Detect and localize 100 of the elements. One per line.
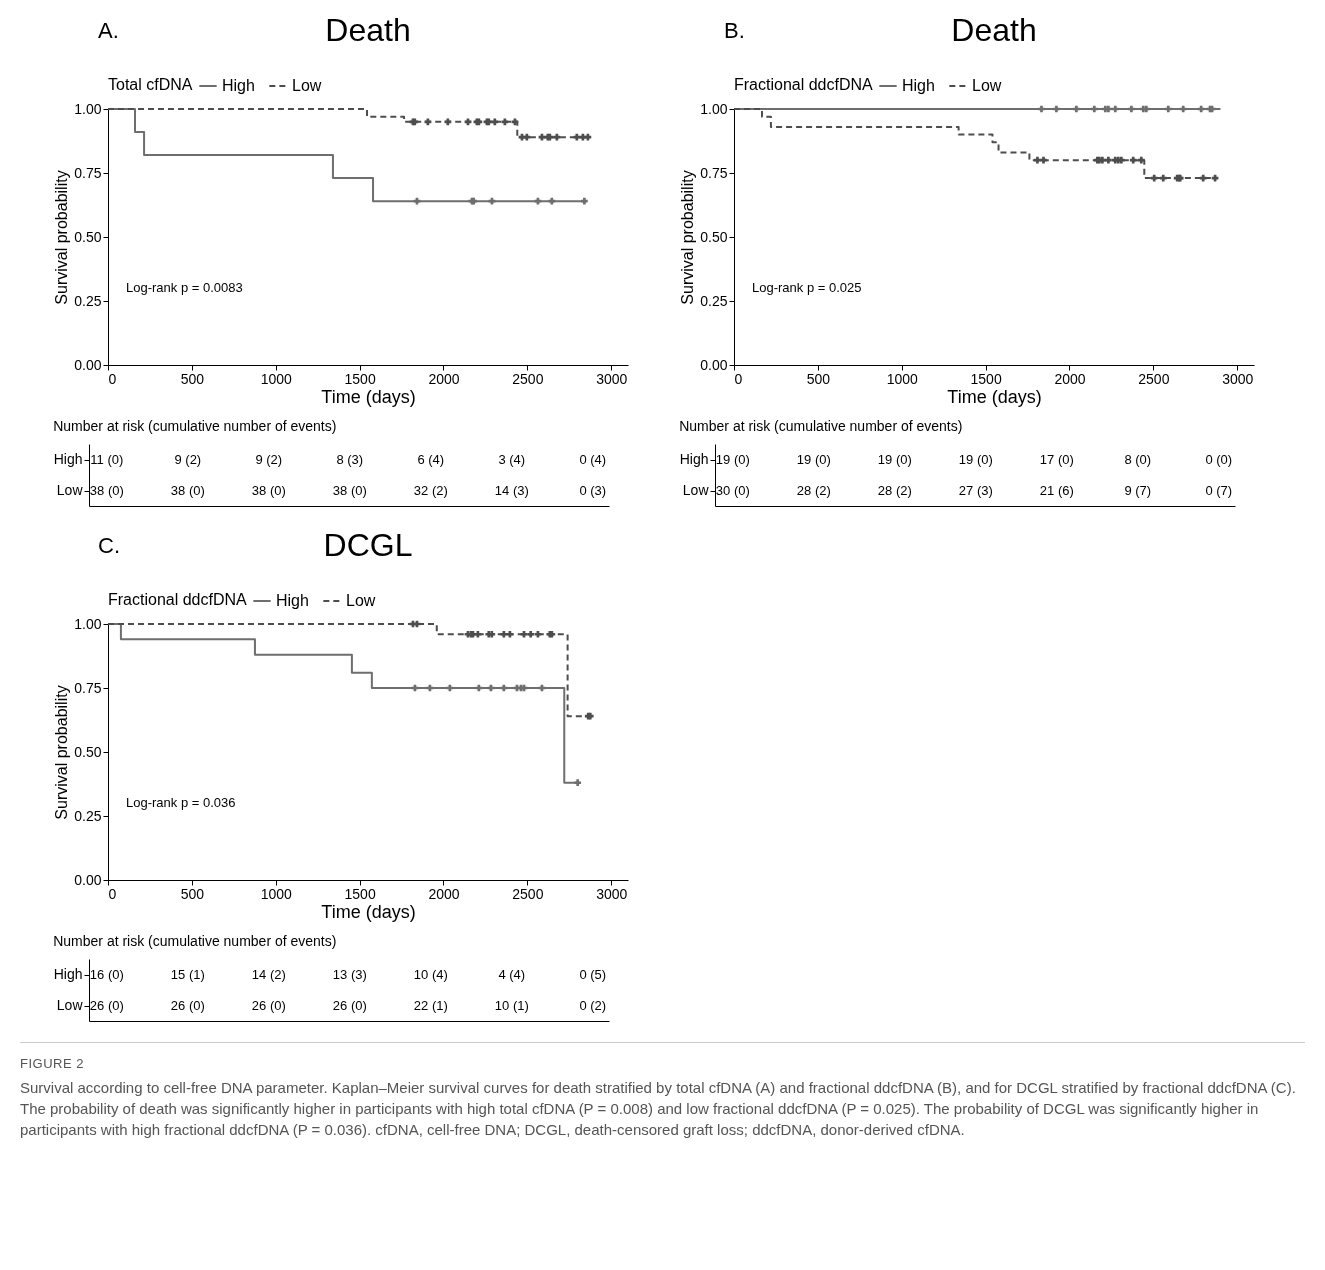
text: C.: [98, 533, 120, 558]
text: 22 (1): [413, 997, 448, 1013]
text: 9 (2): [255, 451, 283, 467]
text: 10 (1): [494, 997, 529, 1013]
y-tick-label: 0.25: [700, 292, 728, 309]
x-tick-label: 2000: [428, 370, 460, 387]
text: 8 (3): [336, 451, 364, 467]
y-tick-label: 0.25: [74, 292, 102, 309]
x-tick-label: 1500: [970, 370, 1002, 387]
text: 38 (0): [89, 482, 124, 498]
y-tick-label: 0.50: [74, 743, 102, 760]
text: 6 (4): [417, 451, 445, 467]
text: 0 (0): [1205, 451, 1233, 467]
text: 9 (2): [174, 451, 202, 467]
text: 32 (2): [413, 482, 448, 498]
text: Survival according to cell-free DNA parameter. Kaplan–Meier survival curves for death stratified by total cfDNA (A) and fractional ddcfDNA (B), and for DCGL stratified by fractional ddcfDNA (C). The probability of death was significantly higher in participants with high total cfDNA (P = 0.008) and low fractional ddcfDNA (P = 0.025). The probability of DCGL was significantly higher in participants with high fractional ddcfDNA (P = 0.036). cfDNA, cell-free DNA; DCGL, death-censored graft loss; ddcfDNA, donor-derived cfDNA.: [20, 1078, 1297, 1141]
text: 19 (0): [796, 451, 831, 467]
legend-label: High: [222, 77, 255, 94]
x-tick-label: 500: [806, 370, 831, 387]
text: 19 (0): [877, 451, 912, 467]
x-tick-label: 0: [734, 370, 743, 387]
text: 15 (1): [170, 966, 205, 982]
legend-label: High: [276, 592, 309, 609]
y-tick-label: 0.75: [74, 679, 102, 696]
category-label: High: [53, 966, 83, 982]
x-tick-label: 2500: [1138, 370, 1170, 387]
text: 28 (2): [796, 482, 831, 498]
text: 38 (0): [251, 482, 286, 498]
x-tick-label: 500: [180, 370, 205, 387]
text: 19 (0): [958, 451, 993, 467]
x-tick-label: 1000: [260, 370, 293, 387]
category-label: High: [679, 451, 709, 467]
text: 16 (0): [89, 966, 124, 982]
text: 17 (0): [1039, 451, 1074, 467]
text: 13 (3): [332, 966, 367, 982]
legend-label: High: [902, 77, 935, 94]
y-tick-label: 0.00: [74, 871, 102, 888]
chart-title: Death: [951, 12, 1037, 48]
legend-label: Low: [292, 77, 322, 94]
x-tick-label: 0: [108, 885, 117, 902]
text: B.: [724, 18, 745, 43]
text: 0 (7): [1205, 482, 1233, 498]
y-axis-title: Survival probability: [53, 170, 71, 305]
category-label: High: [53, 451, 83, 467]
legend-title: Fractional ddcfDNA: [108, 591, 248, 608]
text: 21 (6): [1039, 482, 1074, 498]
x-tick-label: 3000: [1222, 370, 1254, 387]
legend-title: Total cfDNA: [108, 76, 193, 93]
x-tick-label: 2000: [1054, 370, 1086, 387]
annotation: Log-rank p = 0.025: [752, 280, 862, 296]
text: 38 (0): [332, 482, 367, 498]
y-tick-label: 0.25: [74, 807, 102, 824]
text: 0 (4): [579, 451, 607, 467]
y-tick-label: 0.00: [700, 356, 728, 373]
text: Number at risk (cumulative number of events): [53, 418, 337, 434]
x-tick-label: 2000: [428, 885, 460, 902]
annotation: Log-rank p = 0.0083: [126, 280, 243, 296]
text: 19 (0): [715, 451, 750, 467]
text: 28 (2): [877, 482, 912, 498]
chart-title: Death: [325, 12, 411, 48]
annotation: Log-rank p = 0.036: [126, 795, 236, 811]
x-tick-label: 2500: [512, 370, 544, 387]
text: 0 (3): [579, 482, 607, 498]
x-tick-label: 3000: [596, 370, 628, 387]
y-tick-label: 0.75: [74, 164, 102, 181]
legend-label: Low: [346, 592, 376, 609]
x-tick-label: 1500: [344, 370, 376, 387]
chart-title: DCGL: [323, 527, 413, 563]
y-tick-label: 0.50: [700, 228, 728, 245]
x-tick-label: 1000: [886, 370, 919, 387]
y-tick-label: 1.00: [74, 100, 102, 117]
text: 0 (2): [579, 997, 607, 1013]
text: Number at risk (cumulative number of events): [53, 933, 337, 949]
y-tick-label: 1.00: [74, 615, 102, 632]
text: 26 (0): [332, 997, 367, 1013]
category-label: Low: [56, 482, 83, 498]
text: 8 (0): [1124, 451, 1152, 467]
x-tick-label: 3000: [596, 885, 628, 902]
text: 26 (0): [251, 997, 286, 1013]
y-tick-label: 0.50: [74, 228, 102, 245]
text: 38 (0): [170, 482, 205, 498]
category-label: Low: [56, 997, 83, 1013]
legend-title: Fractional ddcfDNA: [734, 76, 874, 93]
y-tick-label: 1.00: [700, 100, 728, 117]
text: 26 (0): [170, 997, 205, 1013]
text: 14 (2): [251, 966, 286, 982]
text: 9 (7): [1124, 482, 1152, 498]
text: 14 (3): [494, 482, 529, 498]
x-axis-title: Time (days): [947, 386, 1042, 407]
x-tick-label: 0: [108, 370, 117, 387]
text: A.: [98, 18, 119, 43]
text: 3 (4): [498, 451, 526, 467]
text: 4 (4): [498, 966, 526, 982]
y-axis-title: Survival probability: [679, 170, 697, 305]
x-tick-label: 1000: [260, 885, 293, 902]
y-tick-label: 0.00: [74, 356, 102, 373]
text: Number at risk (cumulative number of events): [679, 418, 963, 434]
x-axis-title: Time (days): [321, 386, 416, 407]
x-tick-label: 2500: [512, 885, 544, 902]
text: 0 (5): [579, 966, 607, 982]
